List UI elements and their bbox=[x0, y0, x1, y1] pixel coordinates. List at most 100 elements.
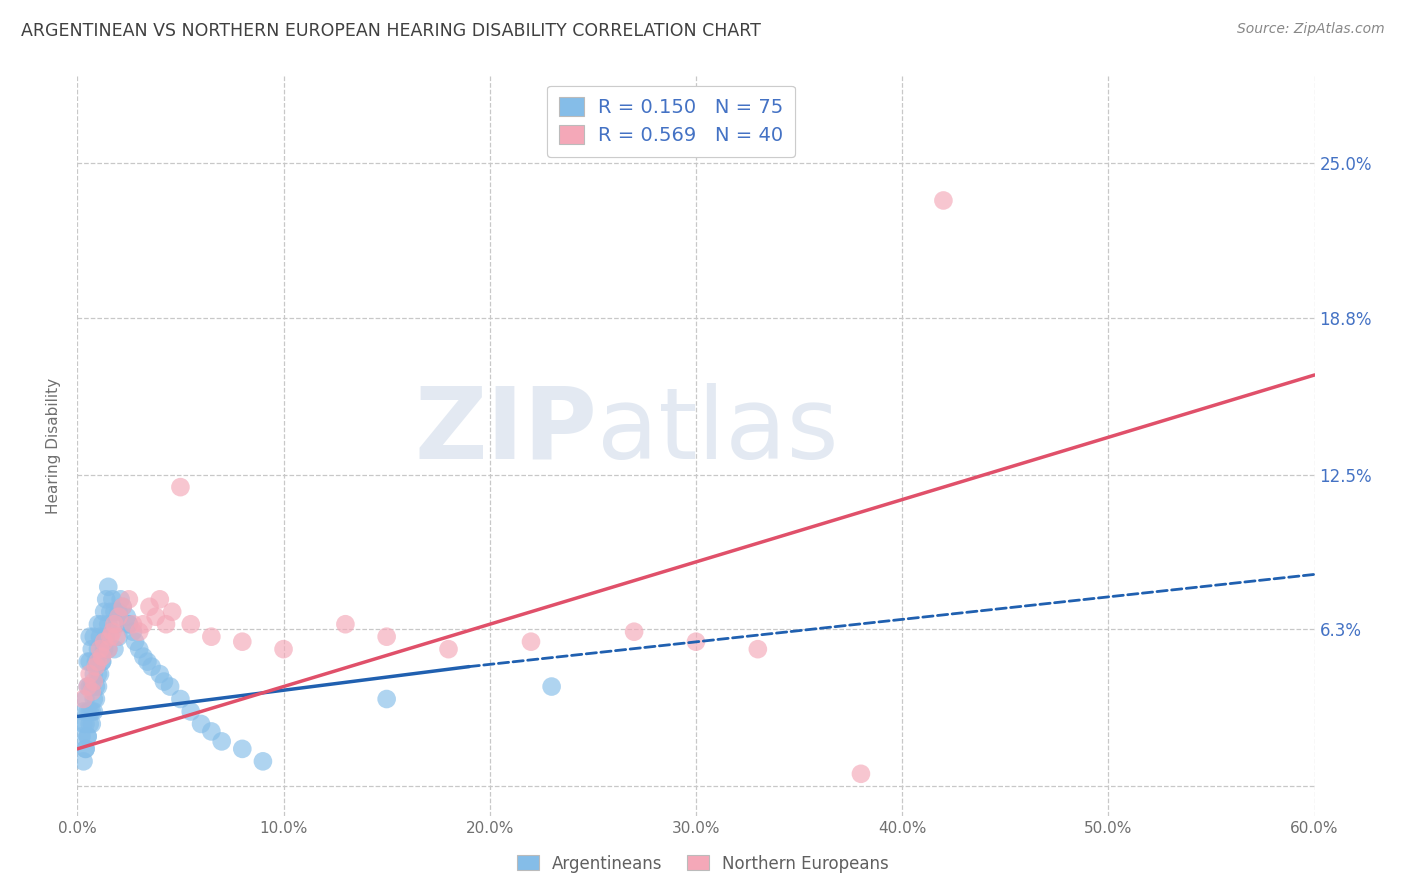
Point bbox=[105, 630, 128, 644]
Point bbox=[111, 599, 134, 614]
Point bbox=[83, 630, 105, 644]
Point bbox=[190, 717, 212, 731]
Point bbox=[103, 605, 125, 619]
Y-axis label: Hearing Disability: Hearing Disability bbox=[46, 378, 62, 514]
Point bbox=[685, 634, 707, 648]
Point bbox=[75, 742, 97, 756]
Point bbox=[96, 630, 118, 644]
Point bbox=[72, 692, 94, 706]
Point bbox=[97, 580, 120, 594]
Point bbox=[520, 634, 543, 648]
Point bbox=[118, 617, 141, 632]
Point bbox=[335, 617, 357, 632]
Point bbox=[84, 680, 107, 694]
Point bbox=[107, 605, 129, 619]
Point bbox=[91, 617, 114, 632]
Point bbox=[80, 684, 103, 698]
Point bbox=[79, 667, 101, 681]
Point bbox=[89, 630, 111, 644]
Point bbox=[83, 667, 105, 681]
Point bbox=[84, 692, 107, 706]
Point bbox=[169, 480, 191, 494]
Point bbox=[437, 642, 460, 657]
Point bbox=[132, 649, 155, 664]
Point bbox=[72, 755, 94, 769]
Point bbox=[107, 630, 129, 644]
Point bbox=[75, 717, 97, 731]
Point bbox=[79, 705, 101, 719]
Point bbox=[273, 642, 295, 657]
Point bbox=[76, 655, 98, 669]
Point bbox=[76, 730, 98, 744]
Point bbox=[105, 617, 128, 632]
Point bbox=[110, 592, 132, 607]
Point bbox=[93, 634, 115, 648]
Point bbox=[97, 617, 120, 632]
Legend: Argentineans, Northern Europeans: Argentineans, Northern Europeans bbox=[510, 848, 896, 880]
Point bbox=[98, 630, 121, 644]
Text: Source: ZipAtlas.com: Source: ZipAtlas.com bbox=[1237, 22, 1385, 37]
Point bbox=[96, 592, 118, 607]
Point bbox=[128, 642, 150, 657]
Point bbox=[70, 730, 93, 744]
Point bbox=[128, 624, 150, 639]
Point bbox=[89, 667, 111, 681]
Point bbox=[149, 592, 172, 607]
Point bbox=[160, 605, 183, 619]
Point bbox=[83, 674, 105, 689]
Point bbox=[72, 705, 94, 719]
Point bbox=[849, 766, 872, 780]
Point bbox=[180, 705, 202, 719]
Point bbox=[747, 642, 769, 657]
Point bbox=[169, 692, 191, 706]
Point bbox=[87, 680, 110, 694]
Point bbox=[89, 642, 111, 657]
Point bbox=[122, 624, 145, 639]
Point bbox=[79, 680, 101, 694]
Point bbox=[136, 655, 159, 669]
Point bbox=[141, 659, 163, 673]
Point bbox=[155, 617, 177, 632]
Point bbox=[138, 599, 160, 614]
Legend: R = 0.150   N = 75, R = 0.569   N = 40: R = 0.150 N = 75, R = 0.569 N = 40 bbox=[547, 86, 794, 156]
Point bbox=[87, 667, 110, 681]
Point bbox=[375, 630, 398, 644]
Point bbox=[84, 655, 107, 669]
Point bbox=[200, 724, 222, 739]
Point bbox=[107, 609, 129, 624]
Point bbox=[122, 617, 145, 632]
Point bbox=[111, 599, 134, 614]
Point bbox=[132, 617, 155, 632]
Point bbox=[103, 642, 125, 657]
Point bbox=[75, 742, 97, 756]
Point bbox=[115, 609, 138, 624]
Point bbox=[153, 674, 176, 689]
Point bbox=[252, 755, 274, 769]
Point bbox=[76, 680, 98, 694]
Point bbox=[91, 655, 114, 669]
Point bbox=[79, 717, 101, 731]
Point bbox=[93, 642, 115, 657]
Point bbox=[79, 655, 101, 669]
Point bbox=[79, 630, 101, 644]
Point bbox=[97, 642, 120, 657]
Point bbox=[118, 592, 141, 607]
Point bbox=[80, 642, 103, 657]
Point bbox=[80, 680, 103, 694]
Point bbox=[87, 617, 110, 632]
Point bbox=[76, 730, 98, 744]
Point bbox=[540, 680, 562, 694]
Point bbox=[149, 667, 172, 681]
Point bbox=[231, 742, 253, 756]
Point bbox=[101, 624, 124, 639]
Point bbox=[87, 642, 110, 657]
Point bbox=[159, 680, 181, 694]
Point bbox=[76, 680, 98, 694]
Point bbox=[200, 630, 222, 644]
Point bbox=[101, 592, 124, 607]
Point bbox=[623, 624, 645, 639]
Point bbox=[72, 717, 94, 731]
Point bbox=[80, 705, 103, 719]
Point bbox=[84, 659, 107, 673]
Point bbox=[93, 605, 115, 619]
